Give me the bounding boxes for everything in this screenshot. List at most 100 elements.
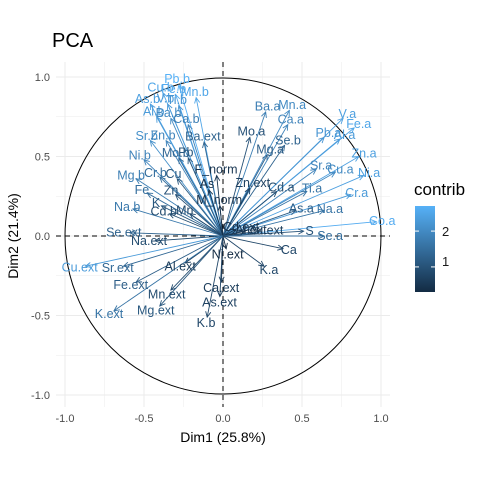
variable-arrow — [222, 137, 251, 237]
variable-label: Na.a — [317, 202, 343, 216]
x-axis-label: Dim1 (25.8%) — [180, 429, 266, 445]
variable-arrow — [222, 235, 265, 267]
arrow-head — [284, 109, 290, 117]
arrow-head — [352, 155, 360, 162]
arrow-head — [318, 208, 326, 215]
variable-label: Ti.b — [167, 93, 187, 107]
variable-label: Al.b — [143, 105, 165, 119]
variable-label: Cr.a — [345, 186, 368, 200]
variable-label: K.ext — [95, 307, 124, 321]
arrow-head — [113, 305, 120, 312]
variable-label: Cu.a — [327, 162, 353, 176]
arrow-head — [166, 103, 173, 111]
arrow-head — [217, 204, 224, 212]
variable-label: Co.a — [369, 214, 395, 228]
arrow-head — [289, 209, 297, 216]
variable-label: F_norm — [195, 163, 238, 177]
variable-arrow — [222, 111, 267, 237]
variable-label: Cd.ext — [223, 220, 260, 234]
arrow-head — [333, 138, 341, 145]
arrow-head — [177, 83, 184, 91]
variable-label: Mn.ext — [148, 287, 186, 301]
variable-arrow — [222, 191, 278, 237]
variable-arrow — [219, 235, 224, 297]
variable-label: Zn.b — [151, 128, 176, 142]
arrow-head — [122, 261, 130, 268]
arrow-head — [244, 187, 251, 195]
variable-label: Cu.ext — [62, 260, 99, 274]
arrow-head — [160, 205, 168, 211]
arrow-head — [174, 193, 182, 201]
variable-label: Ba.ext — [185, 129, 221, 143]
variable-arrow — [222, 229, 236, 237]
variable-label: As.b — [135, 92, 160, 106]
variable-label: Mn — [176, 203, 193, 217]
arrow-head — [310, 168, 318, 175]
y-tick-label: 0.5 — [35, 152, 50, 164]
arrow-head — [221, 242, 228, 250]
variable-arrow — [222, 221, 377, 237]
variable-label: Zn.ext — [235, 176, 270, 190]
arrow-head — [187, 157, 194, 165]
arrow-head — [262, 154, 268, 161]
variable-arrow — [132, 208, 224, 237]
arrow-head — [344, 193, 352, 200]
arrow-head — [176, 177, 183, 185]
variable-arrow — [208, 189, 224, 237]
variable-label: Pb.b — [164, 72, 190, 86]
arrow-head — [170, 117, 176, 125]
variable-arrow — [222, 235, 227, 249]
x-tick-label: -0.5 — [135, 413, 154, 425]
arrow-head — [217, 290, 224, 298]
arrow-head — [258, 260, 265, 267]
arrow-head — [337, 117, 344, 125]
arrow-head — [159, 300, 166, 307]
variable-label: Mg.b — [117, 168, 145, 182]
arrow-head — [329, 171, 337, 178]
variable-arrow — [113, 235, 224, 312]
arrow-head — [170, 284, 177, 291]
y-tick-label: -1.0 — [31, 390, 50, 402]
variable-arrows — [84, 83, 378, 319]
variable-label: Mn.a — [278, 98, 306, 112]
variable-arrow — [159, 176, 224, 237]
variable-arrow — [176, 178, 224, 237]
variable-label: M_norm — [196, 193, 242, 207]
variable-label: Pb.a — [316, 126, 342, 140]
variable-label: K.b — [197, 316, 216, 330]
variable-label: K.a — [260, 263, 279, 277]
arrow-head — [128, 229, 136, 237]
variable-arrow — [222, 235, 284, 250]
variable-label: Ca.b — [173, 112, 199, 126]
variable-arrow — [167, 103, 224, 237]
variable-arrow — [222, 230, 304, 237]
arrow-head — [279, 144, 286, 152]
variable-label: Cd.b — [151, 204, 177, 218]
arrow-head — [202, 141, 209, 149]
variable-arrow — [222, 172, 336, 237]
arrow-head — [261, 111, 267, 118]
variable-label: Ba.a — [255, 99, 281, 113]
arrow-head — [149, 103, 156, 111]
variable-arrow — [146, 192, 224, 237]
variable-label: Ni.a — [358, 166, 380, 180]
arrow-head — [194, 96, 201, 104]
variable-label: Fe — [135, 183, 150, 197]
variable-label: Ca.a — [278, 113, 304, 127]
legend-tick-label: 1 — [442, 254, 450, 269]
y-tick-label: 0.0 — [35, 231, 50, 243]
variable-label: Ca — [281, 243, 297, 257]
arrow-head — [149, 139, 156, 147]
arrow-head — [184, 257, 192, 264]
arrow-head — [177, 104, 184, 112]
variable-arrow — [85, 235, 224, 267]
arrow-head — [318, 136, 325, 144]
x-tick-labels: -1.0 -0.5 0.0 0.5 1.0 — [56, 413, 389, 425]
variable-label: Ni.b — [129, 149, 151, 163]
arrow-head — [84, 262, 92, 269]
variable-arrow — [169, 213, 224, 237]
arrow-head — [131, 207, 139, 214]
arrow-head — [270, 190, 278, 198]
variable-arrow — [222, 188, 251, 237]
variable-label: Ni.ext — [212, 248, 244, 262]
